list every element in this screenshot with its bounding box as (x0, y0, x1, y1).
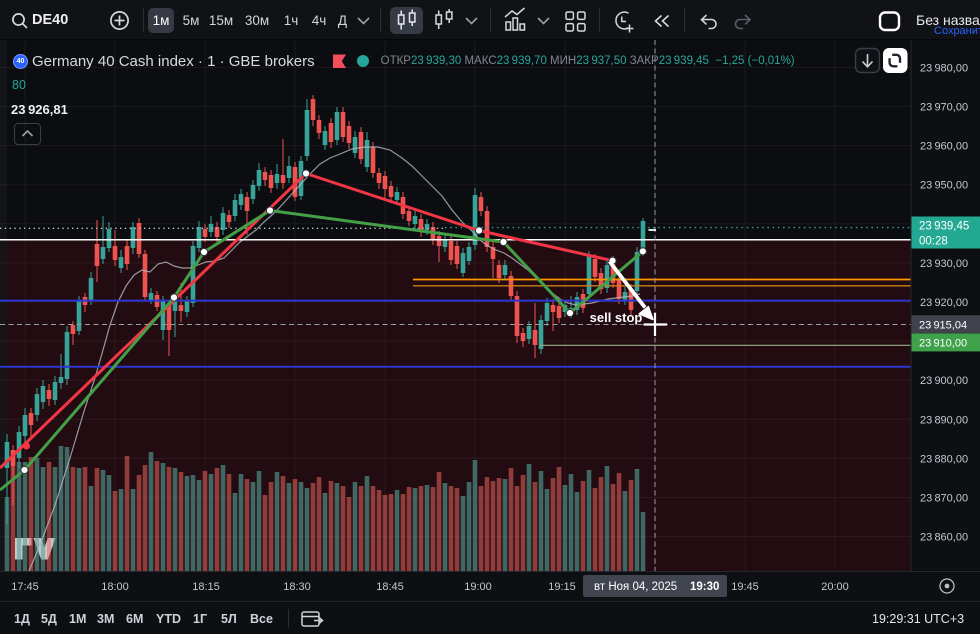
svg-text:23 930,00: 23 930,00 (920, 258, 968, 270)
svg-text:19:45: 19:45 (731, 581, 759, 593)
svg-text:18:15: 18:15 (192, 581, 220, 593)
svg-text:19:15: 19:15 (548, 581, 576, 593)
svg-text:23 900,00: 23 900,00 (920, 375, 968, 387)
svg-text:20:00: 20:00 (821, 581, 849, 593)
svg-text:19:00: 19:00 (464, 581, 492, 593)
svg-text:23 890,00: 23 890,00 (920, 414, 968, 426)
svg-text:23 880,00: 23 880,00 (920, 453, 968, 465)
svg-text:23 870,00: 23 870,00 (920, 493, 968, 505)
svg-text:17:45: 17:45 (11, 581, 39, 593)
svg-text:23 980,00: 23 980,00 (920, 62, 968, 74)
svg-text:19:30: 19:30 (690, 581, 719, 593)
svg-text:23 910,00: 23 910,00 (919, 338, 967, 350)
svg-text:23 970,00: 23 970,00 (920, 102, 968, 114)
svg-text:23 860,00: 23 860,00 (920, 532, 968, 544)
svg-text:23 950,00: 23 950,00 (920, 180, 968, 192)
svg-text:23 960,00: 23 960,00 (920, 141, 968, 153)
svg-text:18:00: 18:00 (101, 581, 129, 593)
svg-text:вт Ноя 04, 2025: вт Ноя 04, 2025 (594, 581, 677, 593)
svg-text:18:30: 18:30 (283, 581, 311, 593)
svg-text:sell stop: sell stop (590, 310, 643, 325)
svg-text:23 939,45: 23 939,45 (919, 221, 969, 233)
svg-text:18:45: 18:45 (376, 581, 404, 593)
svg-text:23 920,00: 23 920,00 (920, 297, 968, 309)
svg-text:00:28: 00:28 (919, 236, 948, 248)
svg-text:23 915,04: 23 915,04 (919, 320, 967, 332)
